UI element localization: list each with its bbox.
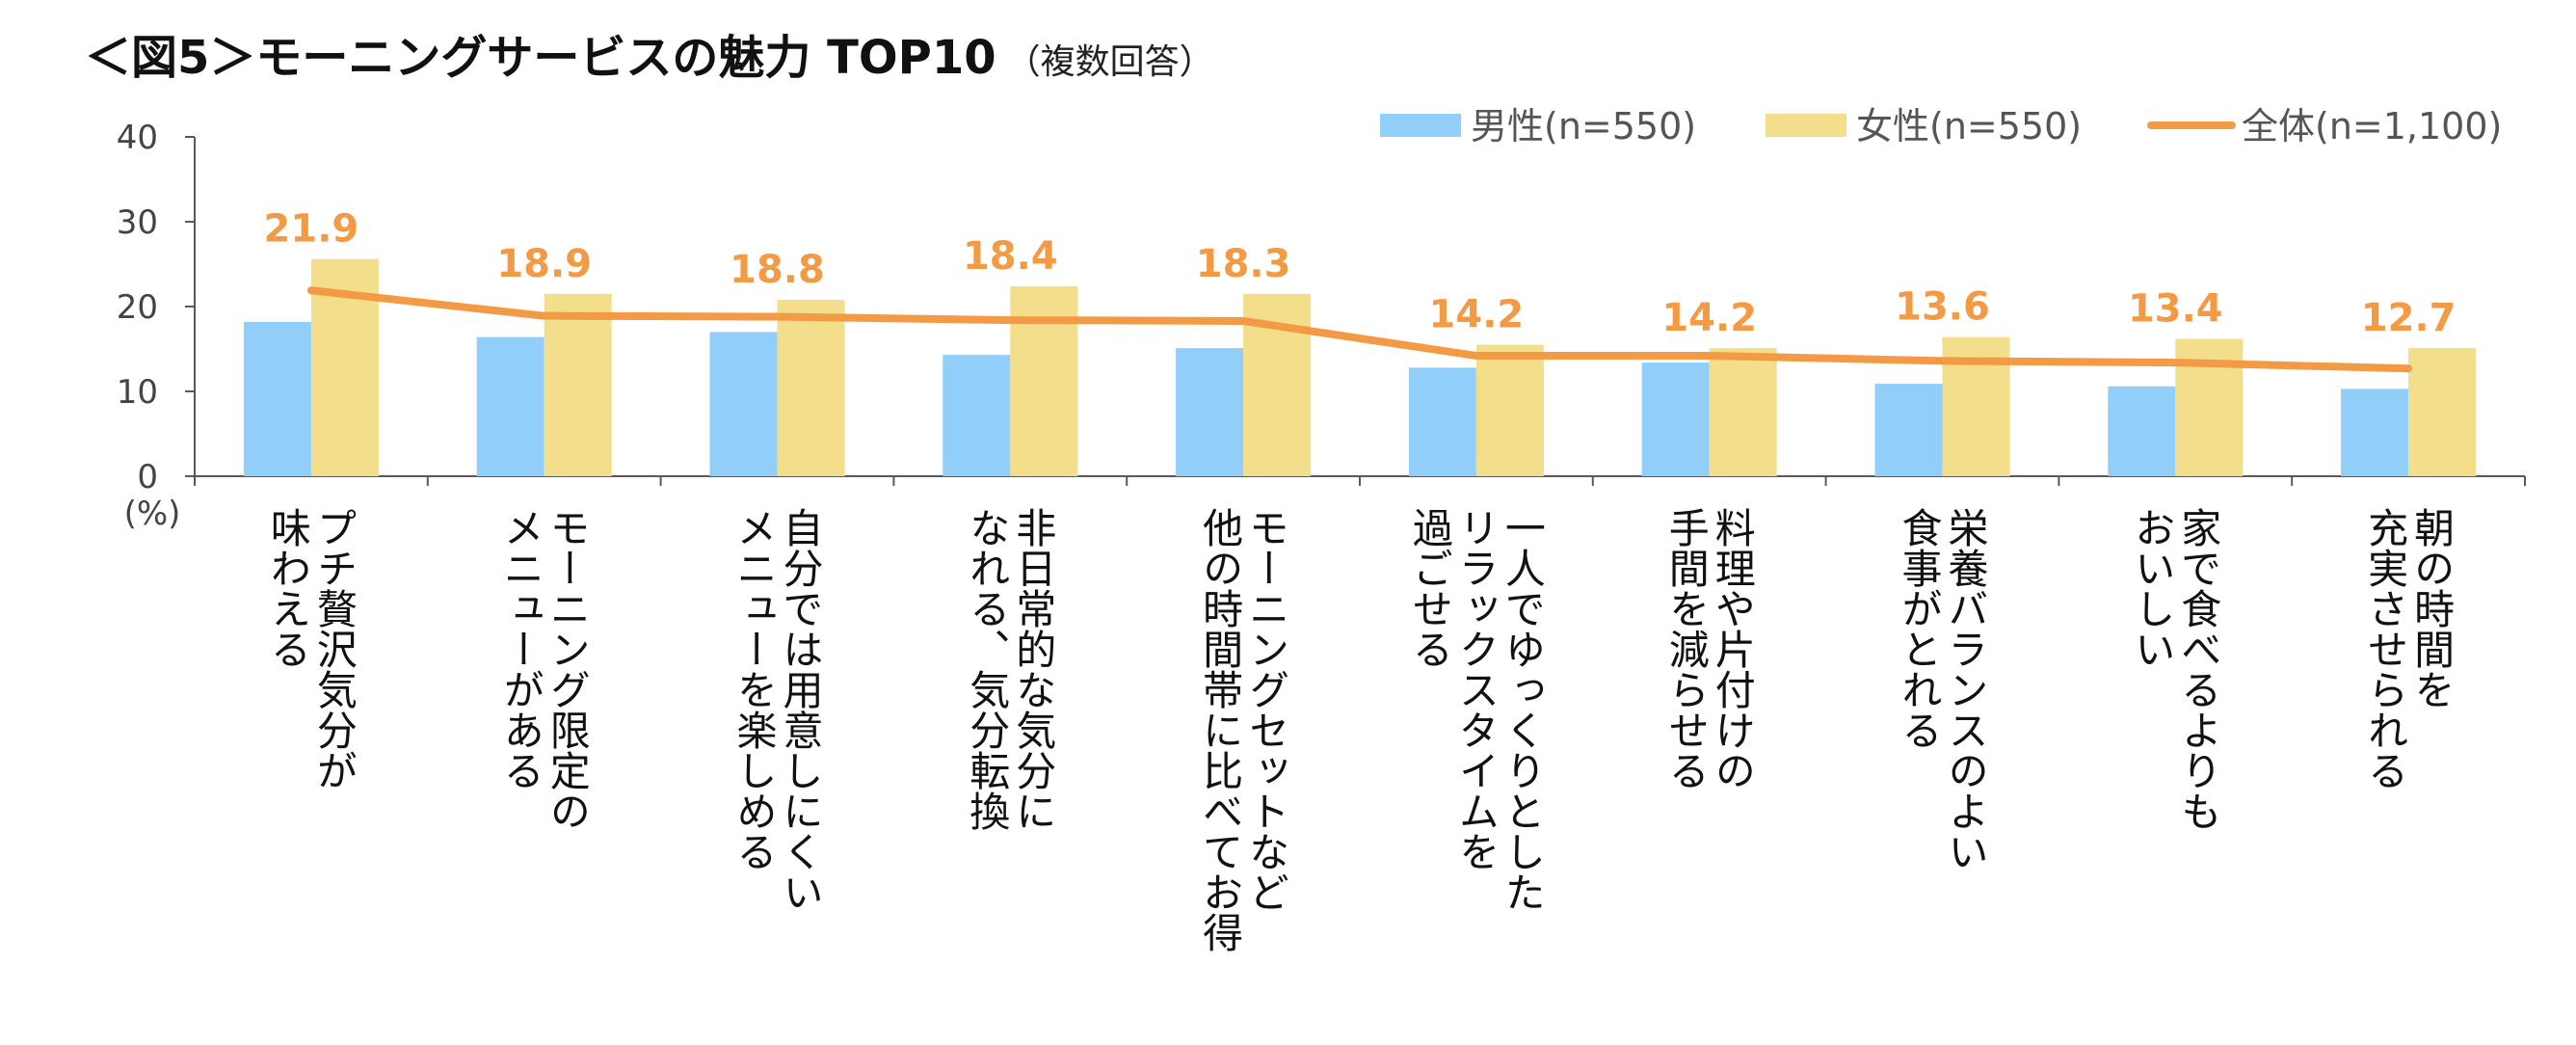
category-label-line: 食事がとれる: [1896, 507, 1943, 750]
legend-swatch-male: [1380, 114, 1461, 137]
category-label-line: メニューがある: [497, 507, 544, 790]
axes: 0 10 20 30 40 (%): [117, 119, 2526, 533]
category-label-line: 栄養バランスのよい: [1942, 507, 1989, 871]
bar-male: [1874, 384, 1943, 476]
bar-male: [943, 355, 1011, 476]
legend-label-female: 女性(n=550): [1856, 105, 2082, 147]
bar-female: [1709, 348, 1777, 476]
legend: 男性(n=550) 女性(n=550) 全体(n=1,100): [1380, 105, 2502, 147]
total-value-label: 18.4: [963, 234, 1058, 279]
category-label-line: 家で食べるよりも: [2175, 507, 2222, 831]
data-labels: 21.9 18.9 18.8 18.4 18.3 14.2 14.2 13.6 13.4 12.7: [264, 207, 2456, 340]
bar-female: [777, 299, 845, 476]
bar-male: [709, 332, 778, 476]
total-value-label: 21.9: [264, 207, 359, 252]
category-label-line: 他の時間帯に比べてお得: [1197, 507, 1244, 952]
total-value-label: 13.4: [2128, 286, 2223, 331]
y-tick-label: 30: [117, 203, 158, 242]
category-label-line: 一人でゆっくりとした: [1499, 507, 1546, 912]
legend-swatch-female: [1766, 114, 1846, 137]
category-label-line: 充実させられる: [2362, 507, 2409, 790]
bar-male: [476, 336, 544, 476]
category-label-line: 自分では用意しにくい: [777, 507, 824, 912]
total-value-label: 18.9: [496, 242, 592, 286]
legend-label-total: 全体(n=1,100): [2242, 105, 2502, 147]
bar-male: [243, 321, 311, 476]
bar-female: [544, 293, 612, 476]
bar-female: [2408, 348, 2477, 476]
category-label-line: 料理や片付けの: [1709, 507, 1756, 790]
bar-male: [2341, 389, 2409, 476]
y-tick-label: 40: [117, 119, 158, 157]
total-value-label: 14.2: [1661, 296, 1757, 340]
legend-label-male: 男性(n=550): [1471, 105, 1696, 147]
total-value-label: 13.6: [1895, 285, 1990, 330]
chart-title-row: ＜図5＞モーニングサービスの魅力 TOP10 （複数回答）: [85, 19, 1214, 87]
bar-male: [1641, 362, 1710, 476]
category-label-line: リラックスタイムを: [1452, 507, 1500, 871]
y-tick-label: 0: [137, 458, 158, 496]
y-tick-label: 20: [117, 288, 158, 327]
total-value-label: 12.7: [2361, 296, 2456, 340]
total-value-label: 18.8: [730, 248, 825, 292]
category-label-line: 朝の時間を: [2408, 507, 2456, 710]
y-axis-unit: (%): [124, 495, 181, 533]
chart-subtitle: （複数回答）: [1005, 42, 1214, 82]
category-label-line: モーニング限定の: [544, 507, 591, 831]
category-label-line: 手間を減らせる: [1662, 507, 1710, 790]
category-label-line: モーニングセットなど: [1243, 507, 1290, 912]
bar-female: [1475, 344, 1544, 476]
total-value-label: 18.3: [1196, 242, 1291, 286]
bar-male: [2108, 386, 2176, 476]
category-label-line: 過ごせる: [1406, 507, 1453, 669]
chart-title: ＜図5＞モーニングサービスの魅力 TOP10: [85, 31, 996, 85]
y-tick-label: 10: [117, 373, 158, 412]
total-value-label: 14.2: [1429, 293, 1525, 337]
category-label-line: 味わえる: [264, 507, 311, 669]
category-label-line: メニューを楽しめる: [730, 507, 778, 871]
bar-male: [1176, 348, 1244, 476]
total-series-line: [306, 286, 2413, 373]
category-label-line: プチ贅沢気分が: [310, 507, 358, 790]
category-label-line: なれる、気分転換: [964, 507, 1011, 831]
bar-female: [1010, 285, 1078, 476]
total-line: [306, 286, 2413, 373]
category-label-line: 非日常的な気分に: [1010, 507, 1057, 831]
bar-male: [1408, 367, 1476, 476]
category-label-line: おいしい: [2129, 507, 2176, 669]
